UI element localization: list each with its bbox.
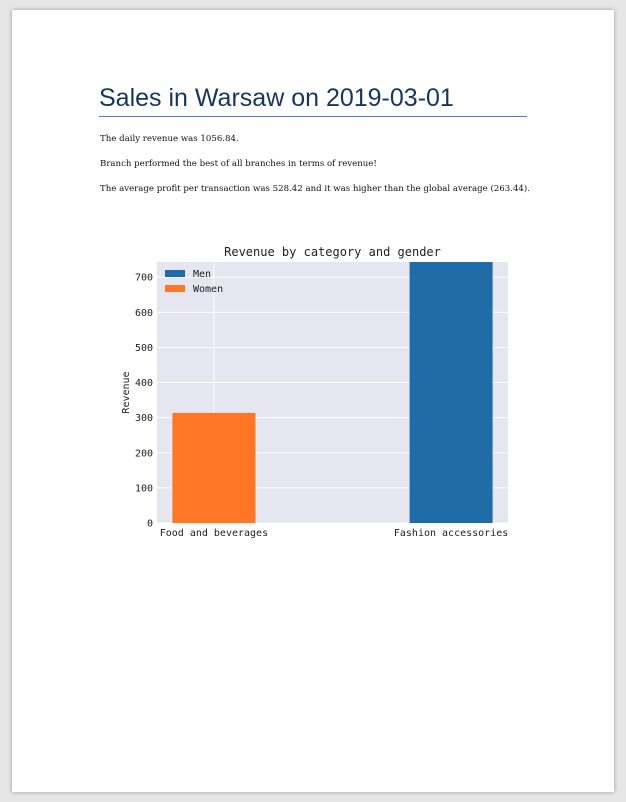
legend-label-women: Women (193, 284, 223, 295)
legend-label-men: Men (193, 269, 211, 280)
y-axis-label: Revenue (121, 371, 132, 413)
paragraph-branch-performance: Branch performed the best of all branche… (100, 159, 377, 169)
paragraph-daily-revenue: The daily revenue was 1056.84. (100, 134, 239, 144)
legend-swatch-women (165, 285, 185, 292)
y-tick-label: 200 (135, 448, 153, 459)
paragraph-average-profit: The average profit per transaction was 5… (100, 184, 530, 194)
chart-title: Revenue by category and gender (224, 245, 441, 259)
y-tick-label: 500 (135, 343, 153, 354)
bar-men (409, 262, 493, 523)
y-tick-label: 300 (135, 413, 153, 424)
x-tick-label: Food and beverages (160, 528, 268, 539)
document-title: Sales in Warsaw on 2019-03-01 (99, 84, 454, 112)
x-tick-label: Fashion accessories (394, 528, 508, 539)
legend-swatch-men (165, 270, 185, 277)
title-underline (99, 116, 527, 117)
y-tick-label: 100 (135, 483, 153, 494)
bar-women (172, 412, 256, 523)
y-tick-label: 0 (147, 519, 153, 530)
y-tick-label: 600 (135, 308, 153, 319)
y-tick-label: 400 (135, 378, 153, 389)
y-tick-label: 700 (135, 273, 153, 284)
